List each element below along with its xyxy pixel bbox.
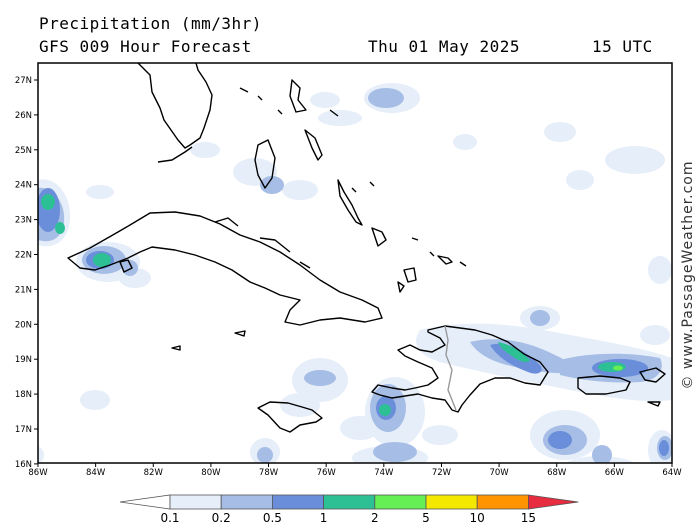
- legend-swatch: [220, 494, 273, 510]
- legend-swatch: [476, 494, 529, 510]
- precip-light: [38, 83, 672, 463]
- lat-tick-label: 24N: [15, 181, 32, 191]
- lon-tick-label: 80W: [201, 468, 221, 478]
- bahamas-small-cays: [239, 87, 467, 267]
- legend-swatch: [425, 494, 478, 510]
- legend-label: 5: [422, 511, 430, 525]
- haiti-dominican-border: [444, 325, 457, 411]
- legend-label: 0.5: [263, 511, 282, 525]
- legend-label: 0.1: [160, 511, 179, 525]
- florida-coast: [137, 63, 213, 149]
- lon-tick-label: 76W: [317, 468, 337, 478]
- cayman-islands: [171, 330, 246, 351]
- hispaniola-coast: [371, 325, 549, 413]
- lon-tick-label: 86W: [28, 468, 48, 478]
- lon-tick-label: 78W: [259, 468, 279, 478]
- florida-keys: [157, 146, 193, 163]
- legend-label: 0.2: [212, 511, 231, 525]
- lon-tick-label: 74W: [374, 468, 394, 478]
- forecast-date: Thu 01 May 2025: [368, 37, 520, 56]
- puerto-rico-coast: [577, 375, 631, 395]
- map-title: Precipitation (mm/3hr): [39, 14, 262, 33]
- lon-tick-label: 68W: [547, 468, 567, 478]
- lon-tick-label: 64W: [662, 468, 682, 478]
- lat-tick-label: 17N: [15, 425, 32, 435]
- lon-tick-label: 70W: [489, 468, 509, 478]
- lat-tick-label: 27N: [15, 76, 32, 86]
- coastlines: [67, 63, 666, 433]
- lat-tick-label: 22N: [15, 251, 32, 261]
- legend-label: 1: [320, 511, 328, 525]
- bahamas-abaco: [289, 79, 307, 113]
- lon-tick-label: 66W: [605, 468, 625, 478]
- andros-island: [254, 139, 276, 189]
- virgin-islands: [639, 367, 666, 407]
- isle-of-youth: [119, 259, 133, 273]
- bahamas-inagua: [403, 267, 417, 283]
- legend-swatch: [169, 494, 222, 510]
- lat-tick-label: 16N: [15, 460, 32, 470]
- cuba-north-cays: [214, 217, 311, 269]
- legend-swatch: [528, 494, 579, 510]
- lon-tick-label: 72W: [432, 468, 452, 478]
- legend-swatch: [374, 494, 427, 510]
- cuba-coast: [67, 211, 383, 326]
- precip-very-heavy: [41, 194, 626, 416]
- lat-tick-label: 21N: [15, 285, 32, 295]
- longitude-ticks: 86W 84W 82W 80W 78W 76W 74W 72W 70W 68W 66W 64W: [28, 463, 682, 478]
- jamaica-coast: [257, 401, 323, 433]
- legend-label: 15: [521, 511, 536, 525]
- lat-tick-label: 23N: [15, 216, 32, 226]
- lat-tick-label: 19N: [15, 355, 32, 365]
- legend-label: 10: [470, 511, 485, 525]
- precip-intense: [613, 365, 623, 371]
- bahamas-eleuthera: [304, 129, 323, 161]
- legend-swatch: [323, 494, 376, 510]
- bahamas-cat: [337, 179, 363, 226]
- legend-swatch: [271, 494, 324, 510]
- legend-swatch: [119, 494, 171, 510]
- lon-tick-label: 84W: [86, 468, 106, 478]
- lat-tick-label: 25N: [15, 146, 32, 156]
- latitude-ticks: 27N 26N 25N 24N 23N 22N 21N 20N 19N 18N 17N 16N: [15, 76, 38, 470]
- precip-layer: [38, 63, 672, 463]
- turks-caicos: [397, 255, 453, 293]
- lat-tick-label: 18N: [15, 390, 32, 400]
- legend-label: 2: [371, 511, 379, 525]
- bahamas-long: [371, 227, 387, 247]
- lat-tick-label: 20N: [15, 320, 32, 330]
- lat-tick-label: 26N: [15, 111, 32, 121]
- precip-legend: 0.1 0.2 0.5 1 2 5 10 15: [119, 494, 579, 525]
- map-frame: [37, 62, 673, 464]
- forecast-time: 15 UTC: [592, 37, 653, 56]
- lon-tick-label: 82W: [144, 468, 164, 478]
- forecast-subtitle: GFS 009 Hour Forecast: [39, 37, 252, 56]
